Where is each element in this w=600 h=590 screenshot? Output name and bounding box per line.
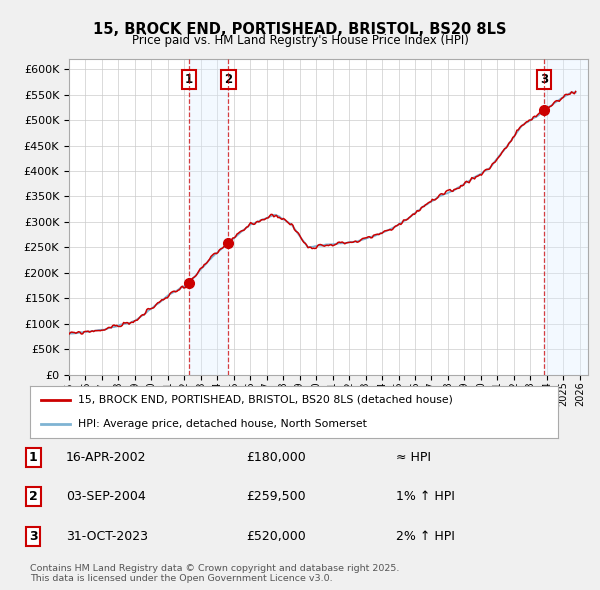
Text: £520,000: £520,000 [246, 530, 306, 543]
Text: 1% ↑ HPI: 1% ↑ HPI [396, 490, 455, 503]
Text: £180,000: £180,000 [246, 451, 306, 464]
Text: 2% ↑ HPI: 2% ↑ HPI [396, 530, 455, 543]
Text: 31-OCT-2023: 31-OCT-2023 [66, 530, 148, 543]
Bar [544, 59, 588, 375]
Text: HPI: Average price, detached house, North Somerset: HPI: Average price, detached house, Nort… [77, 419, 367, 429]
Text: 2: 2 [29, 490, 37, 503]
Text: 03-SEP-2004: 03-SEP-2004 [66, 490, 146, 503]
Text: £259,500: £259,500 [246, 490, 305, 503]
Text: Price paid vs. HM Land Registry's House Price Index (HPI): Price paid vs. HM Land Registry's House … [131, 34, 469, 47]
Text: 3: 3 [29, 530, 37, 543]
Text: 1: 1 [29, 451, 37, 464]
Text: 15, BROCK END, PORTISHEAD, BRISTOL, BS20 8LS (detached house): 15, BROCK END, PORTISHEAD, BRISTOL, BS20… [77, 395, 452, 405]
Text: 3: 3 [540, 73, 548, 86]
Text: 1: 1 [185, 73, 193, 86]
Text: Contains HM Land Registry data © Crown copyright and database right 2025.
This d: Contains HM Land Registry data © Crown c… [30, 563, 400, 583]
Bar [189, 59, 229, 375]
Text: 15, BROCK END, PORTISHEAD, BRISTOL, BS20 8LS: 15, BROCK END, PORTISHEAD, BRISTOL, BS20… [93, 22, 507, 37]
Text: 2: 2 [224, 73, 232, 86]
Text: ≈ HPI: ≈ HPI [396, 451, 431, 464]
Text: 16-APR-2002: 16-APR-2002 [66, 451, 146, 464]
